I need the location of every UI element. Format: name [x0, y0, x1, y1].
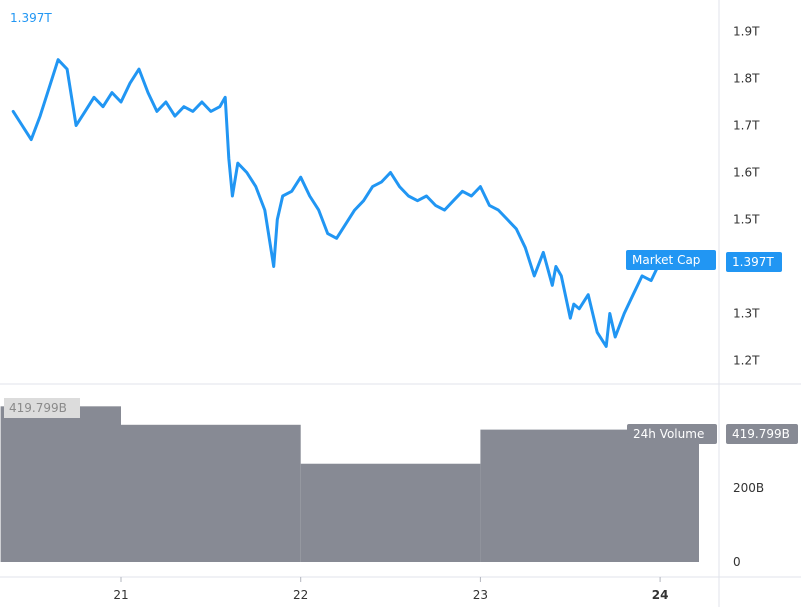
- market-cap-value-badge-bg: [726, 252, 782, 272]
- volume-bar-2: [300, 463, 481, 562]
- market-cap-legend-tag-bg: [626, 250, 716, 270]
- volume-value-badge: 419.799B: [732, 427, 790, 441]
- xtick-label: 22: [293, 588, 308, 602]
- volume-ytick-label: 200B: [733, 481, 764, 495]
- market-cap-series-line: [11, 58, 689, 348]
- market-cap-pane: [11, 58, 689, 348]
- market-cap-ytick-label: 1.8T: [733, 72, 760, 86]
- volume-pane: [0, 406, 699, 562]
- time-axis: 21 22 23 24: [113, 577, 668, 602]
- market-cap-ytick-label: 1.7T: [733, 119, 760, 133]
- volume-legend-tag-bg: [627, 424, 717, 444]
- market-cap-ytick-label: 1.5T: [733, 213, 760, 227]
- volume-bar-3: [480, 429, 699, 562]
- market-cap-corner-label: 1.397T: [10, 11, 52, 25]
- xtick-label: 23: [473, 588, 488, 602]
- volume-price-axis: 0 200B: [733, 481, 764, 569]
- market-cap-ytick-label: 1.6T: [733, 166, 760, 180]
- volume-legend-tag: 24h Volume: [633, 427, 704, 441]
- market-cap-legend-tag: Market Cap: [632, 253, 700, 267]
- market-cap-ytick-label: 1.2T: [733, 354, 760, 368]
- volume-value-badge-bg: [726, 424, 798, 444]
- volume-bar-0: [0, 406, 122, 562]
- market-cap-value-badge: 1.397T: [732, 255, 774, 269]
- volume-bar-1: [121, 424, 301, 562]
- volume-ytick-label: 0: [733, 555, 741, 569]
- market-cap-ytick-label: 1.3T: [733, 307, 760, 321]
- market-cap-ytick-label: 1.9T: [733, 25, 760, 39]
- volume-corner-label: 419.799B: [9, 401, 67, 415]
- xtick-label: 21: [113, 588, 128, 602]
- xtick-label: 24: [652, 588, 669, 602]
- volume-corner-label-bg: [4, 398, 80, 418]
- market-cap-price-axis: 1.2T 1.3T 1.5T 1.6T 1.7T 1.8T 1.9T: [733, 25, 760, 368]
